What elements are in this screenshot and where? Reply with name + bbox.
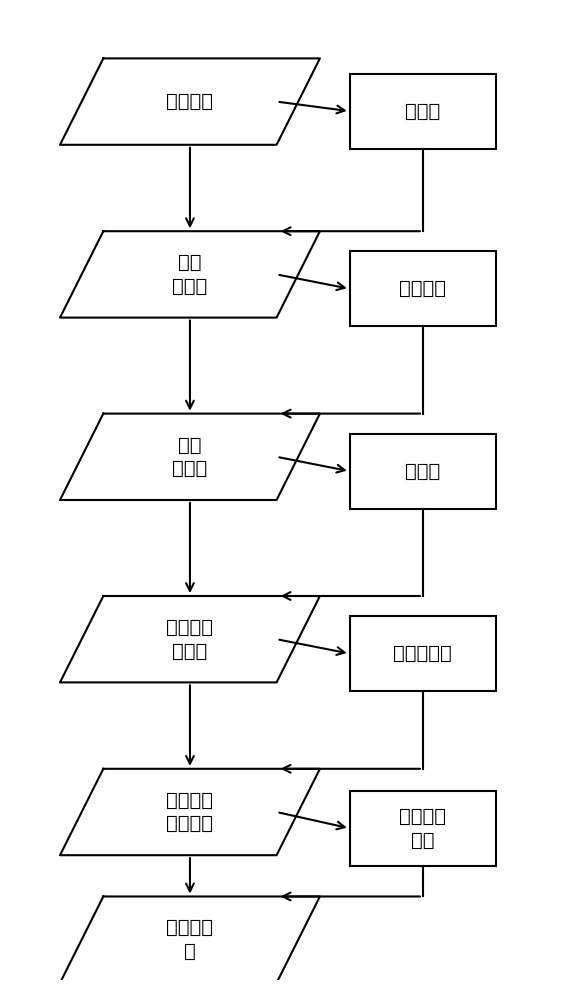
Text: 道路边界
图: 道路边界 图 xyxy=(166,918,213,961)
Polygon shape xyxy=(60,596,320,682)
Polygon shape xyxy=(60,58,320,145)
Bar xyxy=(350,791,496,866)
Bar xyxy=(350,616,496,691)
Text: 点云数据: 点云数据 xyxy=(166,92,213,111)
Text: 二次函数
拟合: 二次函数 拟合 xyxy=(399,807,446,850)
Bar xyxy=(350,251,496,326)
Text: 距离
灰度图: 距离 灰度图 xyxy=(173,436,208,478)
Text: 可通行区
域轮廓图: 可通行区 域轮廓图 xyxy=(166,791,213,833)
Text: 障碍区域
轮廓图: 障碍区域 轮廓图 xyxy=(166,618,213,660)
Polygon shape xyxy=(60,231,320,318)
Text: 距离变换: 距离变换 xyxy=(399,279,446,298)
Text: 区域生长法: 区域生长法 xyxy=(394,644,452,663)
Bar xyxy=(350,74,496,149)
Text: 二值
栅格图: 二值 栅格图 xyxy=(173,253,208,296)
Polygon shape xyxy=(60,769,320,855)
Polygon shape xyxy=(60,414,320,500)
Text: 二值化: 二值化 xyxy=(405,462,440,481)
Text: 栅格化: 栅格化 xyxy=(405,102,440,121)
Polygon shape xyxy=(60,896,320,983)
Bar xyxy=(350,434,496,509)
